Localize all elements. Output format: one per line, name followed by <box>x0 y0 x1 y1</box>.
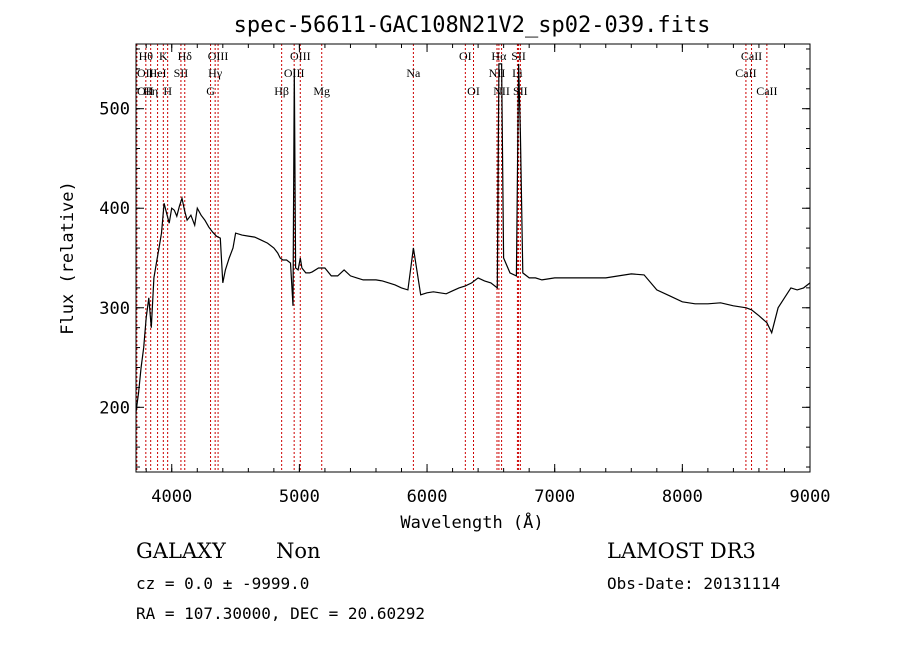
marker-label: OIII <box>208 49 229 63</box>
object-subclass: Non <box>276 539 321 563</box>
survey-label: LAMOST DR3 <box>607 539 756 563</box>
x-tick-label: 6000 <box>407 487 448 507</box>
x-axis-ticks: 4000 5000 6000 7000 8000 9000 <box>145 44 831 507</box>
marker-label: HeI <box>149 66 167 80</box>
chart-title: spec-56611-GAC108N21V2_sp02-039.fits <box>234 13 711 38</box>
x-tick-label: 7000 <box>534 487 575 507</box>
marker-label: H <box>163 84 172 98</box>
marker-label: Hδ <box>178 49 193 63</box>
marker-label: G <box>206 84 215 98</box>
redshift-text: cz = 0.0 ± -9999.0 <box>136 574 309 593</box>
marker-label: Hγ <box>208 66 223 80</box>
spectrum-line <box>135 63 811 413</box>
y-axis-ticks: 200 300 400 500 <box>99 48 810 468</box>
y-tick-label: 200 <box>99 398 130 418</box>
coordinates-text: RA = 107.30000, DEC = 20.60292 <box>136 604 425 623</box>
marker-label: Hη <box>143 84 158 98</box>
y-tick-label: 400 <box>99 199 130 219</box>
marker-label: OII <box>137 66 154 80</box>
marker-label: Mg <box>313 84 330 98</box>
marker-label: OI <box>459 49 472 63</box>
marker-label: Na <box>406 66 421 80</box>
y-tick-label: 300 <box>99 299 130 319</box>
x-tick-label: 9000 <box>790 487 831 507</box>
marker-label: OIII <box>290 49 311 63</box>
marker-label: OII <box>137 84 154 98</box>
marker-label: SII <box>511 49 526 63</box>
y-tick-label: 500 <box>99 100 130 120</box>
marker-label: CaII <box>756 84 777 98</box>
x-tick-label: 5000 <box>279 487 320 507</box>
marker-label: SII <box>513 84 528 98</box>
object-class: GALAXY <box>136 539 227 563</box>
marker-label: CaII <box>741 49 762 63</box>
marker-label: Li <box>512 66 523 80</box>
plot-frame <box>135 43 811 473</box>
marker-label: OI <box>467 84 480 98</box>
x-tick-label: 8000 <box>662 487 703 507</box>
marker-label: CaII <box>735 66 756 80</box>
y-axis-label: Flux (relative) <box>58 181 78 335</box>
marker-label: K <box>159 49 168 63</box>
marker-label: NII <box>489 66 506 80</box>
marker-label: Hβ <box>274 84 289 98</box>
obs-date: Obs-Date: 20131114 <box>607 574 780 593</box>
spectral-line-markers <box>136 44 768 472</box>
marker-label: Hα <box>491 49 507 63</box>
marker-label: Hθ <box>139 49 154 63</box>
marker-label: SII <box>174 66 189 80</box>
x-axis-label: Wavelength (Å) <box>400 511 543 533</box>
x-tick-label: 4000 <box>151 487 192 507</box>
